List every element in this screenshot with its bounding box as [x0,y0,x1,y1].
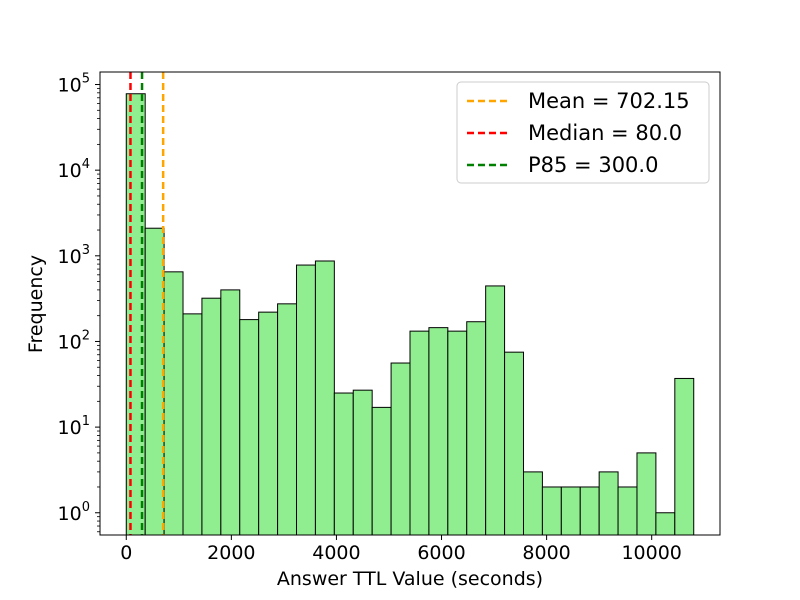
y-tick-label-3: 103 [58,243,90,268]
histogram-bar-10 [314,260,335,536]
reference-lines [129,72,165,535]
histogram-bar-15 [409,330,430,536]
histogram-bar-13 [371,406,392,536]
histogram-bar-16 [428,327,449,536]
histogram-bar-23 [560,486,581,536]
x-tick-label-1: 2000 [207,542,255,564]
y-tick-label-5: 105 [58,72,90,97]
y-axis-ticks: 100 101 102 103 104 105 [58,72,100,533]
histogram-bar-1 [144,227,165,536]
histogram-bar-27 [636,452,657,536]
histogram-bar-22 [541,486,562,536]
legend-label-2: P85 = 300.0 [528,153,658,177]
legend-label-0: Mean = 702.15 [528,89,690,113]
histogram-bar-6 [239,319,260,536]
histogram-bar-20 [504,351,524,536]
x-tick-label-3: 6000 [417,542,465,564]
histogram-bar-9 [296,264,316,536]
y-tick-label-0: 100 [58,500,90,525]
x-tick-label-4: 8000 [522,542,570,564]
x-tick-label-5: 10000 [621,542,681,564]
histogram-bar-8 [277,303,298,536]
histogram-bar-17 [447,330,468,536]
histogram-bar-21 [522,471,543,536]
histogram-bar-12 [352,389,373,536]
x-axis-label: Answer TTL Value (seconds) [277,568,543,590]
plot-frame [99,71,721,536]
x-axis-ticks: 0 2000 4000 6000 8000 10000 [120,535,682,564]
x-tick-label-0: 0 [120,542,132,564]
histogram-bar-28 [655,512,676,536]
histogram-bar-5 [220,289,241,536]
legend-label-1: Median = 80.0 [528,121,682,145]
legend: Mean = 702.15 Median = 80.0 P85 = 300.0 [456,81,710,184]
histogram-bar-19 [485,285,506,536]
histogram-bar-7 [258,311,279,536]
x-tick-label-2: 4000 [312,542,360,564]
histogram-bar-2 [163,271,184,536]
histogram-bar-4 [201,297,222,536]
histogram-bars [125,93,695,536]
histogram-bar-26 [617,486,638,536]
histogram-bar-18 [466,321,487,536]
histogram-bar-14 [390,362,411,536]
y-tick-label-4: 104 [58,157,90,182]
y-tick-label-1: 101 [58,414,90,439]
y-axis-label: Frequency [25,255,47,353]
histogram-bar-25 [598,471,619,536]
histogram-bar-11 [333,392,354,536]
y-tick-label-2: 102 [58,328,90,353]
legend-box [456,81,710,184]
histogram-bar-3 [182,313,203,536]
histogram-bar-24 [579,486,600,536]
histogram-bar-29 [674,377,695,536]
